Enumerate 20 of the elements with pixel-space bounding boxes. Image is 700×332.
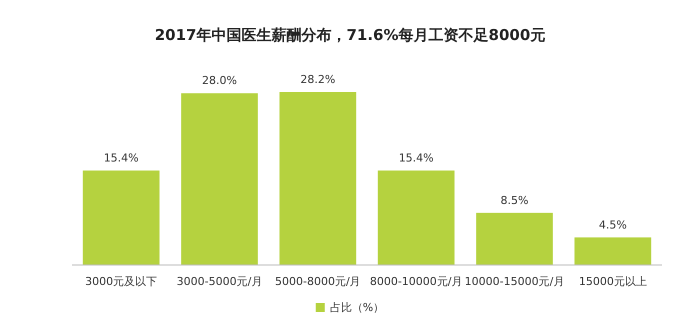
bar: [82, 170, 160, 265]
bar: [181, 93, 258, 265]
x-tick-label: 10000-15000元/月: [464, 274, 564, 288]
bar: [574, 237, 652, 265]
chart-title: 2017年中国医生薪酬分布，71.6%每月工资不足8000元: [154, 26, 546, 44]
x-tick-label: 5000-8000元/月: [274, 274, 361, 288]
x-tick-label: 3000元及以下: [85, 274, 158, 288]
legend-label: 占比（%）: [330, 301, 384, 314]
data-label: 15.4%: [104, 152, 139, 165]
data-label: 8.5%: [500, 194, 528, 207]
data-label: 28.2%: [300, 73, 336, 86]
bar: [279, 92, 356, 265]
bar: [476, 212, 553, 265]
x-tick-label: 3000-5000元/月: [176, 274, 262, 288]
x-tick-label: 8000-10000元/月: [370, 274, 463, 288]
data-label: 28.0%: [202, 74, 237, 88]
data-label: 4.5%: [598, 218, 627, 232]
data-label: 15.4%: [398, 152, 434, 165]
x-tick-label: 15000元以上: [578, 274, 647, 288]
bar: [378, 170, 455, 265]
